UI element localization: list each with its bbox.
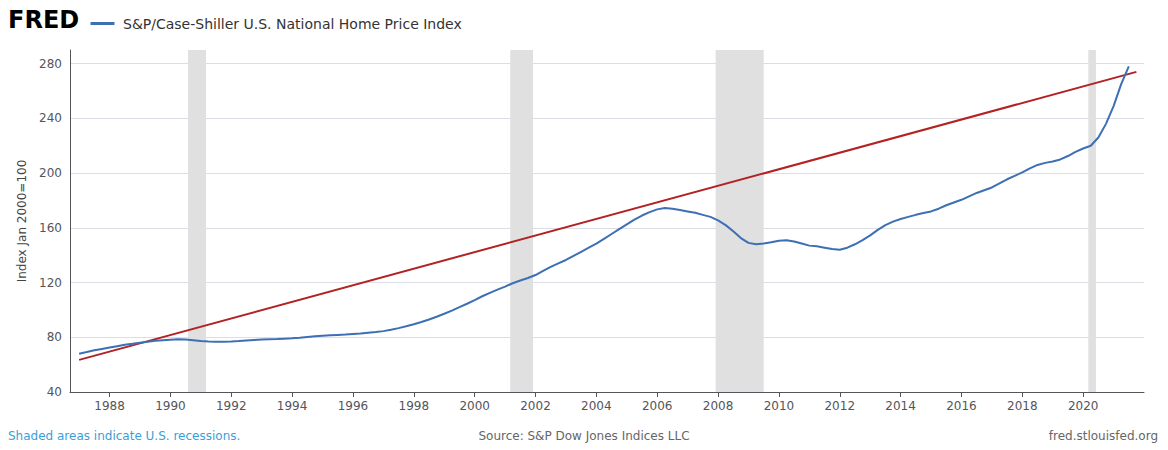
svg-text:2018: 2018 — [1007, 399, 1038, 413]
svg-text:Index Jan 2000=100: Index Jan 2000=100 — [15, 160, 29, 283]
svg-text:fred.stlouisfed.org: fred.stlouisfed.org — [1049, 429, 1158, 443]
svg-text:2020: 2020 — [1068, 399, 1099, 413]
svg-text:120: 120 — [39, 276, 62, 290]
svg-text:160: 160 — [39, 221, 62, 235]
svg-text:40: 40 — [47, 385, 62, 399]
svg-text:2012: 2012 — [824, 399, 855, 413]
svg-text:2008: 2008 — [703, 399, 734, 413]
svg-text:1994: 1994 — [277, 399, 308, 413]
svg-text:1990: 1990 — [155, 399, 186, 413]
svg-text:1998: 1998 — [399, 399, 430, 413]
svg-text:2002: 2002 — [520, 399, 551, 413]
svg-text:2016: 2016 — [946, 399, 977, 413]
svg-text:2014: 2014 — [885, 399, 916, 413]
svg-text:S&P/Case-Shiller U.S. National: S&P/Case-Shiller U.S. National Home Pric… — [123, 16, 462, 32]
svg-text:200: 200 — [39, 166, 62, 180]
svg-text:80: 80 — [47, 330, 62, 344]
svg-text:240: 240 — [39, 111, 62, 125]
svg-text:FRED: FRED — [8, 6, 79, 34]
svg-text:1992: 1992 — [216, 399, 247, 413]
svg-text:2000: 2000 — [459, 399, 490, 413]
svg-text:1988: 1988 — [94, 399, 125, 413]
svg-text:2010: 2010 — [764, 399, 795, 413]
svg-text:Source: S&P Dow Jones Indices: Source: S&P Dow Jones Indices LLC — [478, 429, 689, 443]
svg-text:2006: 2006 — [642, 399, 673, 413]
svg-text:1996: 1996 — [338, 399, 369, 413]
svg-text:2004: 2004 — [581, 399, 612, 413]
svg-text:280: 280 — [39, 57, 62, 71]
svg-text:Shaded areas indicate U.S. rec: Shaded areas indicate U.S. recessions. — [8, 429, 240, 443]
